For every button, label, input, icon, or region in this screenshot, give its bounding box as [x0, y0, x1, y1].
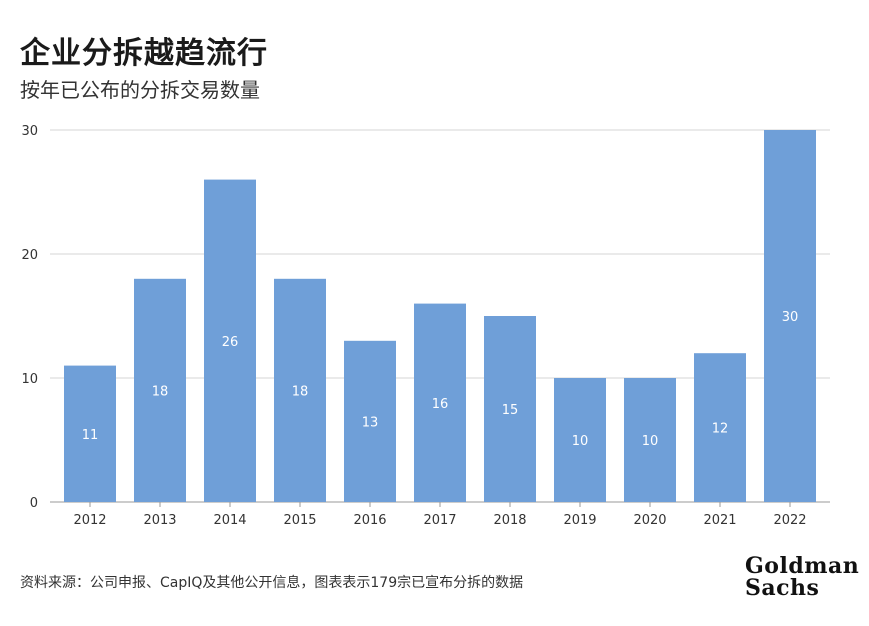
data-label: 11	[82, 428, 99, 443]
chart-title: 企业分拆越趋流行	[20, 36, 268, 71]
bar	[64, 365, 116, 502]
logo-line-2: Sachs	[745, 575, 820, 601]
x-tick-label: 2017	[423, 513, 456, 528]
source-note: 资料来源：公司申报、CapIQ及其他公开信息，图表表示179宗已宣布分拆的数据	[20, 575, 524, 591]
bar	[484, 316, 536, 502]
data-label: 13	[362, 415, 379, 430]
x-tick-label: 2020	[633, 513, 666, 528]
x-tick-label: 2015	[283, 513, 316, 528]
data-label: 10	[572, 434, 589, 449]
y-tick-label: 20	[21, 248, 38, 263]
x-tick-label: 2018	[493, 513, 526, 528]
bar	[274, 278, 326, 502]
bar	[204, 179, 256, 502]
chart-subtitle: 按年已公布的分拆交易数量	[20, 78, 260, 102]
bar	[134, 278, 186, 502]
bar	[624, 378, 676, 502]
data-label: 26	[222, 335, 239, 350]
x-tick-label: 2019	[563, 513, 596, 528]
bar	[694, 353, 746, 502]
y-tick-label: 30	[21, 124, 38, 139]
data-label: 12	[712, 422, 729, 437]
data-label: 15	[502, 403, 519, 418]
data-label: 18	[152, 384, 169, 399]
data-label: 16	[432, 397, 449, 412]
x-tick-label: 2021	[703, 513, 736, 528]
bar	[554, 378, 606, 502]
logo-line-1: Goldman	[745, 553, 860, 579]
data-label: 18	[292, 384, 309, 399]
goldman-sachs-logo: Goldman Sachs	[745, 555, 859, 599]
bar	[414, 303, 466, 502]
x-tick-label: 2014	[213, 513, 246, 528]
bar	[344, 340, 396, 502]
x-tick-label: 2012	[73, 513, 106, 528]
x-tick-label: 2022	[773, 513, 806, 528]
data-label: 10	[642, 434, 659, 449]
bar	[764, 130, 816, 502]
y-tick-label: 10	[21, 372, 38, 387]
data-label: 30	[782, 310, 799, 325]
y-tick-label: 0	[30, 496, 38, 511]
x-tick-label: 2016	[353, 513, 386, 528]
x-tick-label: 2013	[143, 513, 176, 528]
